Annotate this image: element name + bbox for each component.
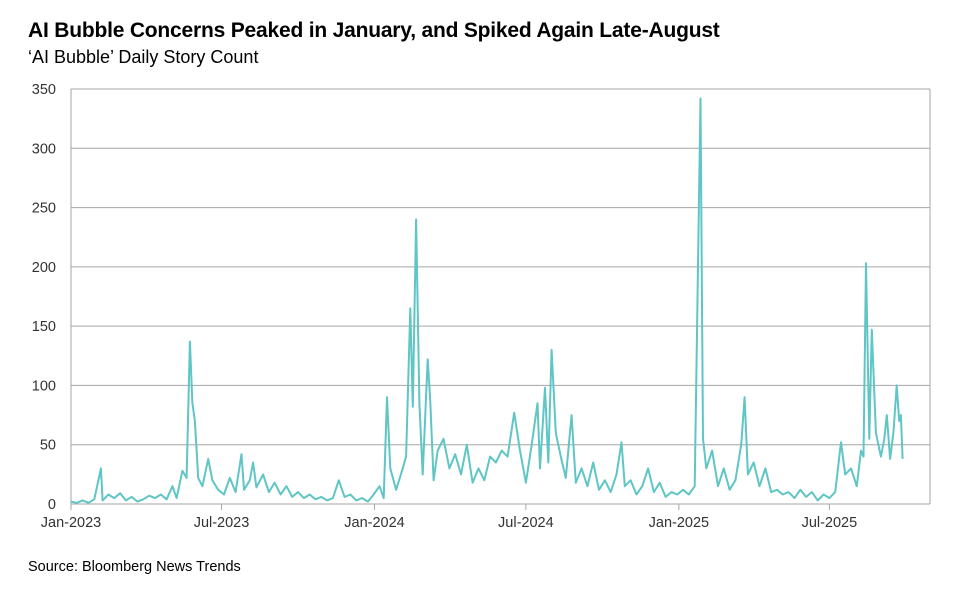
y-tick-label: 50 <box>40 438 56 454</box>
y-tick-label: 250 <box>32 201 56 217</box>
x-tick-label: Jul-2025 <box>802 515 858 531</box>
y-tick-label: 150 <box>32 319 56 335</box>
y-tick-label: 200 <box>32 260 56 276</box>
y-tick-label: 0 <box>48 497 56 513</box>
y-tick-label: 350 <box>32 82 56 98</box>
x-tick-label: Jan-2023 <box>41 515 101 531</box>
y-tick-label: 100 <box>32 378 56 394</box>
x-tick-label: Jul-2023 <box>194 515 250 531</box>
chart-title: AI Bubble Concerns Peaked in January, an… <box>28 19 720 42</box>
y-tick-label: 300 <box>32 141 56 157</box>
source-note: Source: Bloomberg News Trends <box>28 559 241 575</box>
series-line <box>70 97 904 504</box>
chart-subtitle: ‘AI Bubble’ Daily Story Count <box>28 47 259 67</box>
x-tick-label: Jan-2024 <box>344 515 404 531</box>
x-tick-label: Jul-2024 <box>498 515 554 531</box>
x-tick-label: Jan-2025 <box>649 515 709 531</box>
